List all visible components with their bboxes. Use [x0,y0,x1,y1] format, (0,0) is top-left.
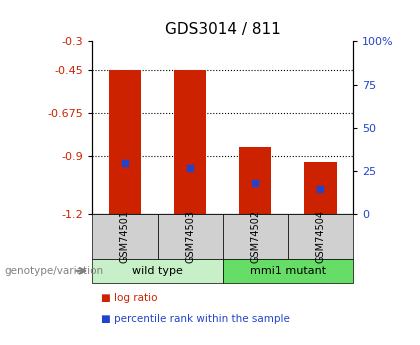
Text: ■ log ratio: ■ log ratio [101,293,158,303]
Text: GSM74504: GSM74504 [315,210,325,263]
Bar [174,70,206,214]
Text: GSM74502: GSM74502 [250,210,260,263]
Text: genotype/variation: genotype/variation [4,266,103,276]
Bar [239,147,271,214]
Text: wild type: wild type [132,266,183,276]
Text: mmi1 mutant: mmi1 mutant [249,266,326,276]
Text: GSM74503: GSM74503 [185,210,195,263]
Bar [304,162,336,214]
Text: ■ percentile rank within the sample: ■ percentile rank within the sample [101,314,290,324]
Title: GDS3014 / 811: GDS3014 / 811 [165,22,281,38]
Text: GSM74501: GSM74501 [120,210,130,263]
Bar [109,70,141,214]
